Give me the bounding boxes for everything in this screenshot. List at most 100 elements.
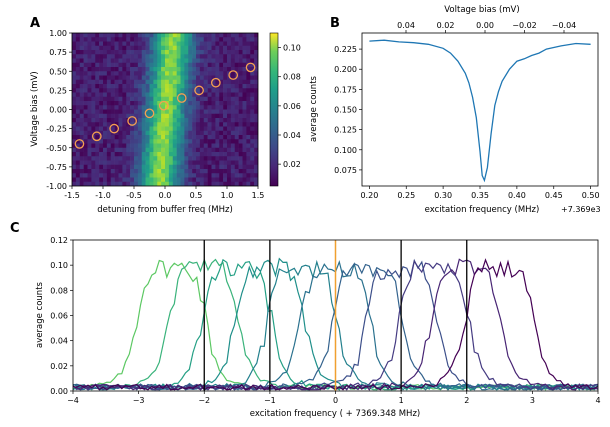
heatmap-cell — [134, 54, 139, 59]
heatmap-cell — [172, 152, 177, 157]
heatmap-cell — [223, 156, 228, 161]
heatmap-cell — [184, 169, 189, 174]
heatmap-cell — [254, 126, 258, 132]
heatmap-cell — [87, 126, 92, 132]
heatmap-cell — [134, 33, 139, 38]
heatmap-cell — [215, 143, 220, 149]
heatmap-cell — [211, 58, 216, 64]
heatmap-cell — [118, 96, 123, 102]
heatmap-cell — [207, 58, 212, 64]
heatmap-marker — [176, 93, 187, 103]
heatmap-cell — [91, 96, 96, 102]
heatmap-cell — [87, 62, 92, 68]
heatmap-cell — [211, 71, 216, 76]
heatmap-cell — [219, 79, 224, 85]
heatmap-cell — [203, 130, 208, 136]
heatmap-cell — [72, 79, 77, 85]
heatmap-cell — [87, 135, 92, 140]
heatmap-cell — [72, 88, 77, 93]
heatmap-cell — [196, 118, 201, 123]
heatmap-cell — [118, 160, 123, 166]
heatmap-cell — [211, 169, 216, 174]
heatmap-cell — [103, 45, 108, 51]
panel-a-y-tick-label: 0.00 — [49, 106, 67, 115]
heatmap-cell — [145, 113, 150, 119]
heatmap-cell — [161, 54, 166, 59]
heatmap-cell — [134, 173, 139, 178]
heatmap-cell — [199, 156, 205, 161]
heatmap-cell — [246, 169, 251, 174]
heatmap-cell — [234, 33, 239, 38]
heatmap-cell — [168, 126, 174, 132]
heatmap-cell — [211, 105, 216, 110]
heatmap-cell — [141, 164, 146, 170]
heatmap-cell — [110, 67, 115, 72]
heatmap-cell — [114, 79, 119, 85]
panel-c-y-ticks: 0.120.100.080.060.040.020.00 — [50, 236, 73, 396]
heatmap-cell — [199, 105, 205, 110]
heatmap-cell — [196, 177, 201, 183]
heatmap-cell — [172, 33, 177, 38]
heatmap-cell — [180, 147, 185, 153]
heatmap-cell — [95, 126, 100, 132]
heatmap-cell — [99, 139, 104, 144]
heatmap-cell — [72, 62, 77, 68]
heatmap-cell — [196, 71, 201, 76]
heatmap-cell — [145, 181, 150, 186]
heatmap-cell — [87, 109, 92, 115]
heatmap-cell — [130, 101, 135, 106]
heatmap-cell — [250, 169, 255, 174]
heatmap-cell — [79, 139, 84, 144]
heatmap-cell — [161, 147, 166, 153]
heatmap-cell — [172, 50, 177, 55]
heatmap-cell — [95, 33, 100, 38]
heatmap-cell — [149, 92, 154, 98]
heatmap-cell — [176, 41, 181, 47]
heatmap-cell — [114, 54, 119, 59]
heatmap-cell — [106, 96, 112, 102]
heatmap-cell — [106, 58, 112, 64]
heatmap-cell — [137, 37, 143, 42]
heatmap-cell — [234, 173, 239, 178]
heatmap-cell — [126, 181, 131, 186]
heatmap-cell — [184, 92, 189, 98]
panel-a-y-tick-label: 0.75 — [49, 48, 67, 57]
panel-b-x-tick-label: 0.25 — [397, 191, 415, 200]
heatmap-cell — [234, 79, 239, 85]
heatmap-cell — [106, 160, 112, 166]
heatmap-cell — [172, 105, 177, 110]
heatmap-cell — [149, 135, 154, 140]
heatmap-cell — [230, 88, 236, 93]
heatmap-cell — [192, 75, 197, 81]
heatmap-cell — [161, 88, 166, 93]
heatmap-cell — [211, 50, 216, 55]
heatmap-cell — [211, 122, 216, 127]
heatmap-cell — [196, 160, 201, 166]
heatmap-cell — [75, 135, 81, 140]
heatmap-cell — [184, 118, 189, 123]
heatmap-cell — [207, 62, 212, 68]
heatmap-cell — [75, 113, 81, 119]
heatmap-cell — [203, 156, 208, 161]
heatmap-cell — [223, 109, 228, 115]
heatmap-cell — [223, 75, 228, 81]
heatmap-cell — [230, 33, 236, 38]
heatmap-cell — [103, 75, 108, 81]
heatmap-cell — [254, 67, 258, 72]
heatmap-cell — [149, 109, 154, 115]
heatmap-cell — [91, 181, 96, 186]
heatmap-cell — [230, 160, 236, 166]
heatmap-cell — [75, 130, 81, 136]
heatmap-cell — [114, 152, 119, 157]
heatmap-cell — [196, 164, 201, 170]
heatmap-cell — [83, 177, 88, 183]
heatmap-cell — [149, 67, 154, 72]
heatmap-cell — [122, 139, 127, 144]
heatmap-cell — [157, 109, 162, 115]
heatmap-cell — [168, 152, 174, 157]
panel-c-y-label: average counts — [35, 281, 45, 347]
panel-b-y-tick-label: 0.125 — [334, 126, 357, 135]
heatmap-cell — [246, 101, 251, 106]
heatmap-cell — [141, 122, 146, 127]
heatmap-cell — [122, 177, 127, 183]
